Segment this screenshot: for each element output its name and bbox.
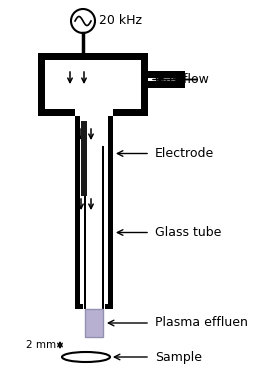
Text: Glass tube: Glass tube [155, 226, 221, 239]
Text: 2 mm: 2 mm [26, 339, 56, 349]
Bar [113, 109, 148, 116]
Bar [141, 71, 185, 78]
Text: Electrode: Electrode [155, 147, 214, 160]
Text: Plasma effluen: Plasma effluen [155, 316, 248, 329]
Bar [38, 53, 45, 116]
Bar [178, 71, 185, 88]
Bar [141, 53, 148, 116]
Bar [38, 53, 148, 60]
Text: Sample: Sample [155, 351, 202, 364]
Bar [108, 116, 113, 309]
Bar [38, 109, 75, 116]
Bar [141, 81, 185, 88]
Bar [81, 121, 87, 196]
Bar [75, 116, 80, 309]
Bar [85, 309, 103, 337]
Ellipse shape [62, 352, 110, 362]
Bar [102, 146, 104, 309]
Bar [75, 304, 83, 309]
Bar [84, 146, 86, 309]
Text: 20 kHz: 20 kHz [99, 13, 142, 26]
Bar [105, 304, 113, 309]
Text: Gas flow: Gas flow [155, 73, 209, 86]
